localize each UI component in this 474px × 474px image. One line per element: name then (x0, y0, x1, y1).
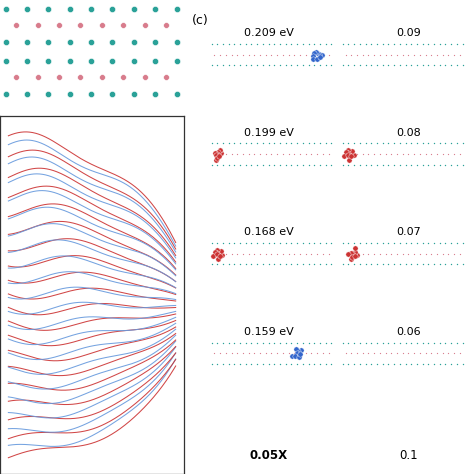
Text: 0.08: 0.08 (396, 128, 421, 138)
Text: 0.09: 0.09 (396, 28, 421, 38)
Text: (c): (c) (191, 14, 209, 27)
Text: 0.1: 0.1 (399, 448, 418, 462)
Text: 0.159 eV: 0.159 eV (244, 327, 293, 337)
Text: 0.06: 0.06 (396, 327, 421, 337)
Text: 0.07: 0.07 (396, 227, 421, 237)
Text: 0.199 eV: 0.199 eV (244, 128, 293, 138)
Text: 0.209 eV: 0.209 eV (244, 28, 293, 38)
Text: 0.05X: 0.05X (249, 448, 288, 462)
Text: 0.168 eV: 0.168 eV (244, 227, 293, 237)
